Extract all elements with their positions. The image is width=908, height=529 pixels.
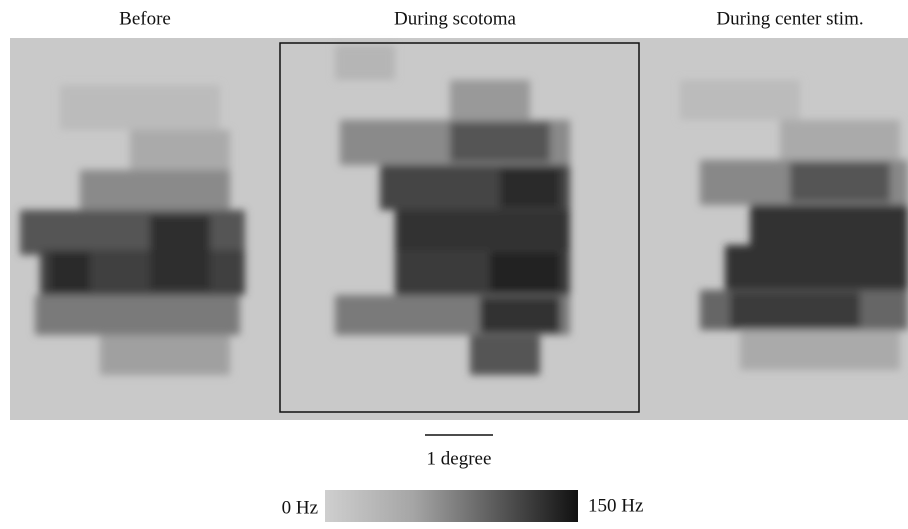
colorbar-min-label: 0 Hz	[282, 497, 318, 518]
panel-title: During scotoma	[394, 8, 516, 29]
scale-bar-label: 1 degree	[427, 448, 492, 469]
panel-title: Before	[119, 8, 171, 29]
colorbar-max-label: 150 Hz	[588, 495, 643, 516]
colorbar	[325, 490, 578, 522]
panel-title: During center stim.	[716, 8, 863, 29]
response-map-center-stim	[680, 80, 908, 370]
response-map-scotoma	[335, 45, 570, 375]
scotoma-frame	[279, 42, 640, 413]
response-map-before	[20, 85, 245, 375]
